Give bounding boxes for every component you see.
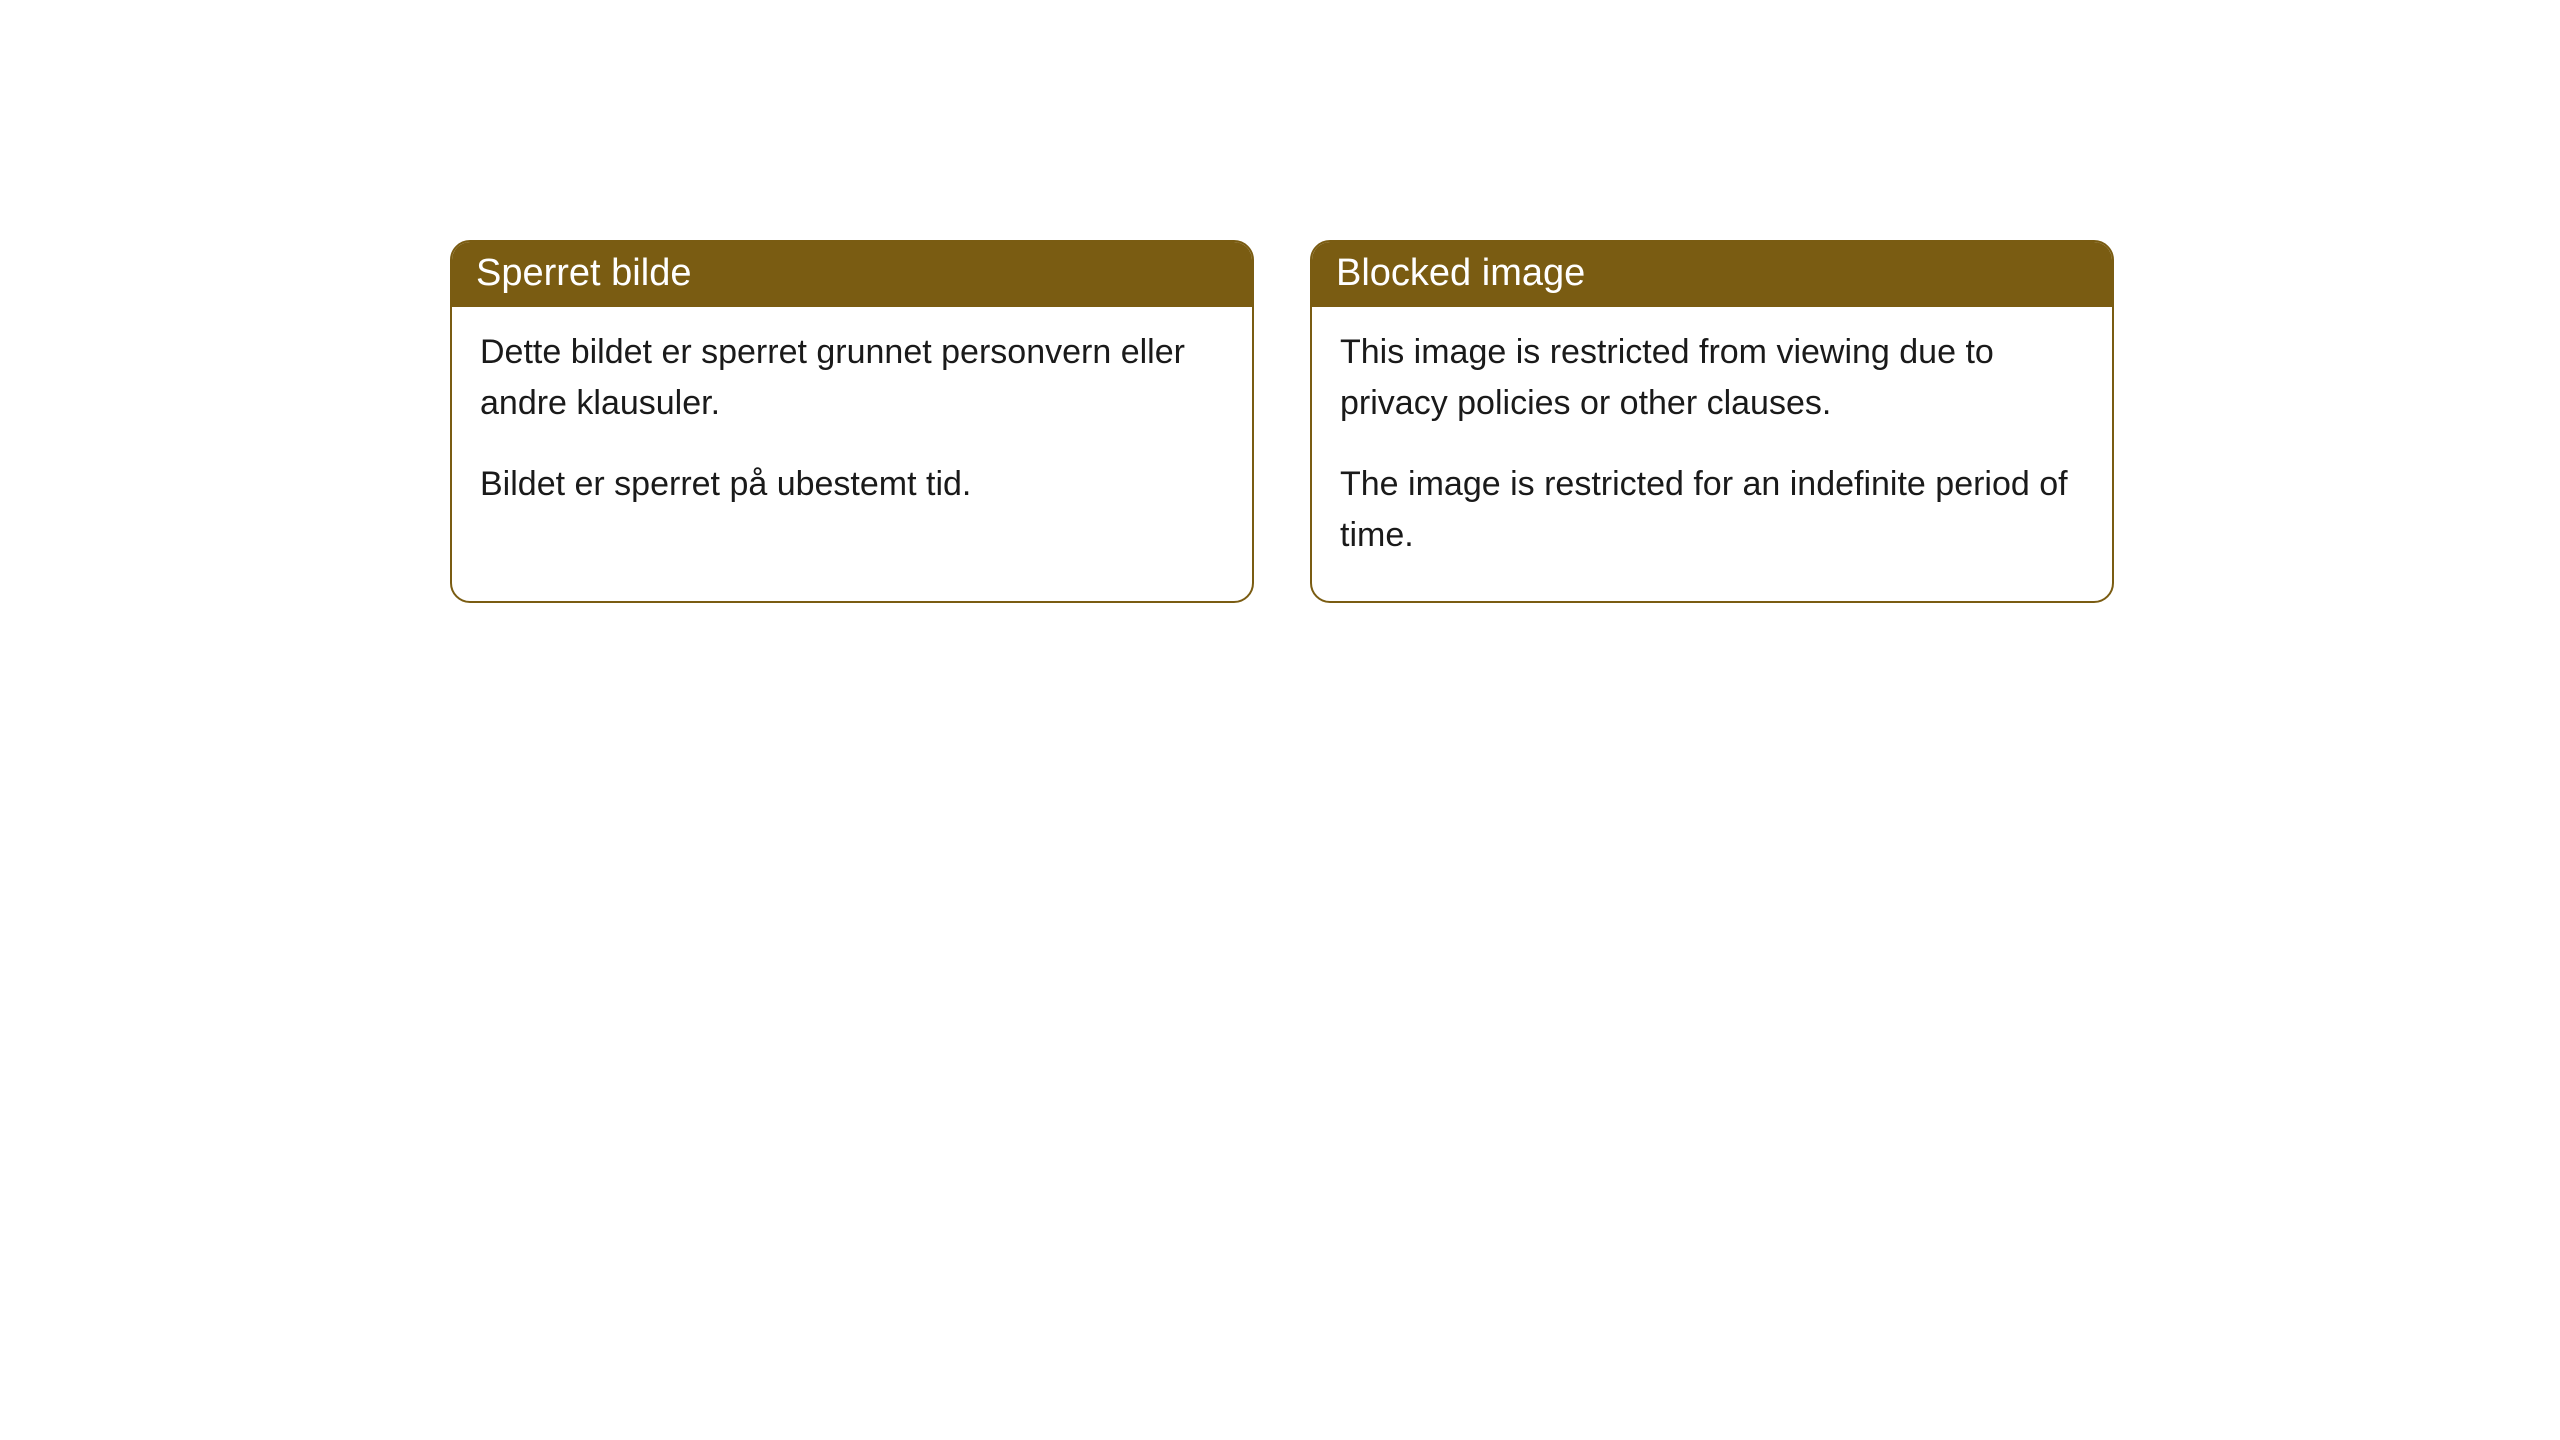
notice-container: Sperret bilde Dette bildet er sperret gr…: [0, 0, 2560, 603]
card-text: Dette bildet er sperret grunnet personve…: [480, 327, 1224, 429]
card-text: Bildet er sperret på ubestemt tid.: [480, 459, 1224, 510]
blocked-image-card-norwegian: Sperret bilde Dette bildet er sperret gr…: [450, 240, 1254, 603]
card-body-english: This image is restricted from viewing du…: [1312, 307, 2112, 601]
card-body-norwegian: Dette bildet er sperret grunnet personve…: [452, 307, 1252, 550]
card-text: This image is restricted from viewing du…: [1340, 327, 2084, 429]
card-header-norwegian: Sperret bilde: [452, 242, 1252, 307]
card-title: Sperret bilde: [476, 252, 691, 294]
card-title: Blocked image: [1336, 252, 1585, 294]
card-header-english: Blocked image: [1312, 242, 2112, 307]
blocked-image-card-english: Blocked image This image is restricted f…: [1310, 240, 2114, 603]
card-text: The image is restricted for an indefinit…: [1340, 459, 2084, 561]
